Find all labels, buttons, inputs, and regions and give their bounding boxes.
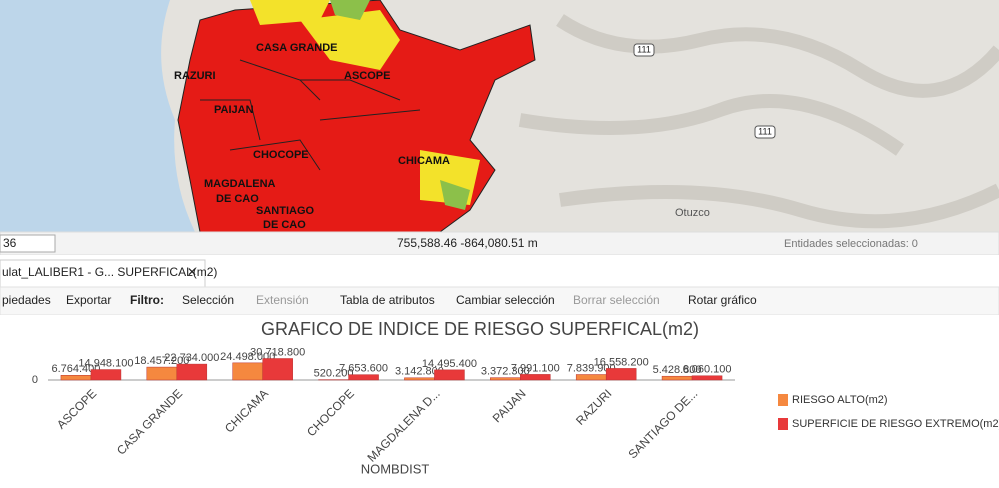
road-shield-label: 111 [758,126,772,136]
bar [576,375,606,380]
value-label: 7.653.600 [339,363,388,375]
bar [692,376,722,380]
bar [662,376,692,380]
coordinates: 755,588.46 -864,080.51 m [397,236,538,250]
value-label: 16.558.200 [594,356,649,368]
selected-count: Entidades seleccionadas: 0 [784,238,918,250]
bar [490,378,520,380]
map-label: PAIJAN [214,104,254,116]
toolbar-button[interactable]: Selección [182,293,234,307]
toolbar-button[interactable]: Exportar [66,293,111,307]
toolbar-button[interactable]: Borrar selección [573,293,660,307]
map-label: CHOCOPE [253,149,309,161]
toolbar-button[interactable]: Cambiar selección [456,293,555,307]
bar [147,367,177,380]
bar [233,363,263,380]
tab-title: ulat_LALIBER1 - G... SUPERFICAL(m2) [2,265,217,279]
place-label: Otuzco [675,207,710,219]
value-label: 6.060.100 [683,364,732,376]
bar [263,358,293,380]
bar [606,368,636,380]
bar [91,370,121,380]
value-label: 14.948.100 [78,357,133,369]
map-label: MAGDALENA [204,178,276,190]
map-label: ASCOPE [344,70,390,82]
x-axis-label: NOMBDIST [361,461,430,476]
value-label: 30.718.800 [250,346,305,358]
chart-title: GRAFICO DE INDICE DE RIESGO SUPERFICAL(m… [261,319,699,339]
value-label: 14.495.400 [422,358,477,370]
y-tick-label: 0 [32,374,38,386]
bar [404,378,434,380]
bar [177,364,207,380]
value-label: 7.991.100 [511,362,560,374]
toolbar-button[interactable]: Extensión [256,293,309,307]
value-label: 22.734.000 [164,352,219,364]
bar [434,370,464,380]
map-label: CHICAMA [398,155,450,167]
bar [520,374,550,380]
map-label: DE CAO [263,219,306,231]
legend-label: SUPERFICIE DE RIESGO EXTREMO(m2) [792,418,999,430]
bar [61,375,91,380]
toolbar-button[interactable]: piedades [2,293,51,307]
legend-label: RIESGO ALTO(m2) [792,394,888,406]
toolbar-button[interactable]: Tabla de atributos [340,293,435,307]
map-label: CASA GRANDE [256,42,338,54]
toolbar-label: Filtro: [130,293,164,307]
legend-swatch [778,394,788,406]
scale: 36 [3,236,17,250]
road-shield-label: 111 [637,44,651,54]
toolbar-button[interactable]: Rotar gráfico [688,293,757,307]
map-label: SANTIAGO [256,205,315,217]
legend-swatch [778,418,788,430]
map-label: DE CAO [216,193,259,205]
close-tab[interactable]: ✕ [187,265,197,279]
map-label: RAZURI [174,70,216,82]
bar [349,375,379,380]
